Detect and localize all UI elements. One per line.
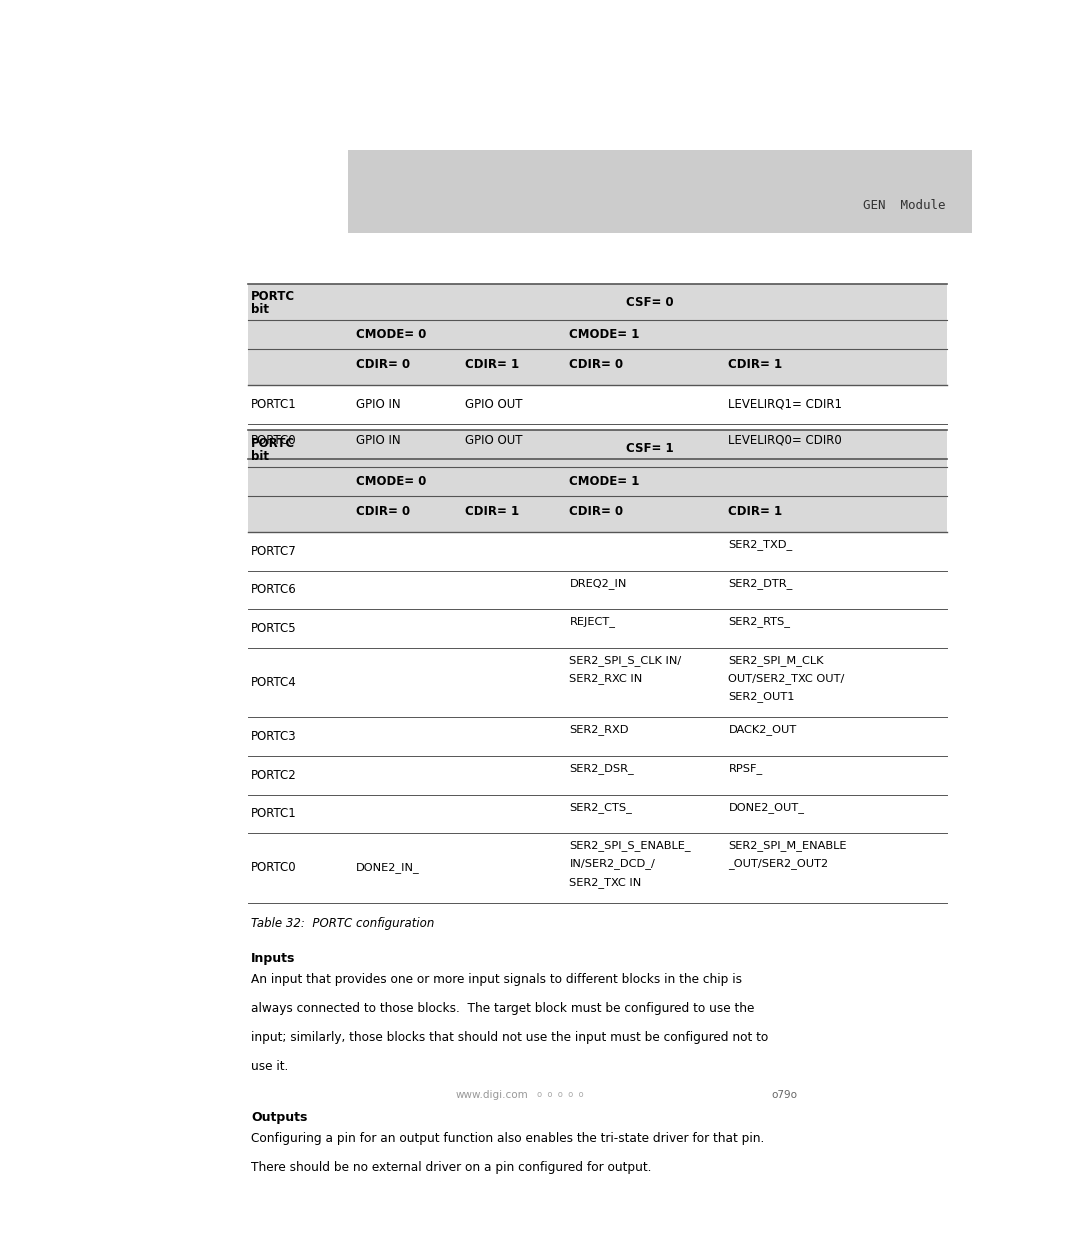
Text: DONE2_OUT_: DONE2_OUT_ bbox=[728, 801, 805, 813]
Text: SER2_DTR_: SER2_DTR_ bbox=[728, 578, 793, 588]
Text: RPSF_: RPSF_ bbox=[728, 762, 762, 774]
Text: LEVELIRQ1= CDIR1: LEVELIRQ1= CDIR1 bbox=[728, 398, 842, 411]
FancyBboxPatch shape bbox=[248, 430, 947, 532]
Text: o79o: o79o bbox=[771, 1090, 797, 1100]
Text: CDIR= 0: CDIR= 0 bbox=[569, 505, 623, 518]
Text: SER2_SPI_S_ENABLE_: SER2_SPI_S_ENABLE_ bbox=[569, 840, 691, 851]
Text: LEVELIRQ0= CDIR0: LEVELIRQ0= CDIR0 bbox=[728, 434, 842, 446]
Text: GPIO IN: GPIO IN bbox=[356, 398, 401, 411]
FancyBboxPatch shape bbox=[248, 283, 947, 385]
Text: SER2_SPI_M_ENABLE: SER2_SPI_M_ENABLE bbox=[728, 840, 847, 851]
Text: CDIR= 0: CDIR= 0 bbox=[356, 505, 410, 518]
Text: Table 32:  PORTC configuration: Table 32: PORTC configuration bbox=[252, 918, 435, 930]
Text: GPIO OUT: GPIO OUT bbox=[464, 398, 523, 411]
Text: SER2_TXC IN: SER2_TXC IN bbox=[569, 877, 642, 888]
Text: CMODE= 0: CMODE= 0 bbox=[356, 475, 427, 488]
Text: PORTC5: PORTC5 bbox=[252, 622, 297, 635]
Text: SER2_RXC IN: SER2_RXC IN bbox=[569, 673, 643, 685]
Text: There should be no external driver on a pin configured for output.: There should be no external driver on a … bbox=[252, 1161, 651, 1174]
Text: SER2_DSR_: SER2_DSR_ bbox=[569, 762, 634, 774]
Text: CMODE= 0: CMODE= 0 bbox=[356, 329, 427, 341]
Text: CDIR= 1: CDIR= 1 bbox=[728, 505, 783, 518]
Text: REJECT_: REJECT_ bbox=[569, 616, 616, 627]
Text: DACK2_OUT: DACK2_OUT bbox=[728, 725, 797, 735]
Text: PORTC0: PORTC0 bbox=[252, 861, 297, 874]
FancyBboxPatch shape bbox=[349, 150, 972, 232]
Text: SER2_CTS_: SER2_CTS_ bbox=[569, 801, 632, 813]
Text: input; similarly, those blocks that should not use the input must be configured : input; similarly, those blocks that shou… bbox=[252, 1031, 769, 1045]
Text: CDIR= 1: CDIR= 1 bbox=[728, 359, 783, 371]
Text: PORTC4: PORTC4 bbox=[252, 676, 297, 688]
Text: bit: bit bbox=[252, 303, 269, 316]
Text: PORTC1: PORTC1 bbox=[252, 808, 297, 820]
Text: PORTC: PORTC bbox=[252, 436, 296, 449]
Text: PORTC6: PORTC6 bbox=[252, 583, 297, 597]
Text: PORTC3: PORTC3 bbox=[252, 730, 297, 744]
Text: Inputs: Inputs bbox=[252, 952, 296, 966]
Text: GEN  Module: GEN Module bbox=[863, 199, 945, 212]
Text: DONE2_IN_: DONE2_IN_ bbox=[356, 863, 420, 873]
Text: SER2_TXD_: SER2_TXD_ bbox=[728, 539, 793, 551]
Text: CDIR= 0: CDIR= 0 bbox=[569, 359, 623, 371]
Text: SER2_RXD: SER2_RXD bbox=[569, 725, 629, 735]
Text: CMODE= 1: CMODE= 1 bbox=[569, 329, 639, 341]
Text: SER2_SPI_M_CLK: SER2_SPI_M_CLK bbox=[728, 655, 824, 666]
Text: An input that provides one or more input signals to different blocks in the chip: An input that provides one or more input… bbox=[252, 973, 742, 987]
Text: bit: bit bbox=[252, 450, 269, 463]
Text: DREQ2_IN: DREQ2_IN bbox=[569, 578, 626, 588]
Text: _OUT/SER2_OUT2: _OUT/SER2_OUT2 bbox=[728, 859, 828, 869]
Text: PORTC1: PORTC1 bbox=[252, 398, 297, 411]
Text: SER2_RTS_: SER2_RTS_ bbox=[728, 616, 791, 627]
Text: o  o  o  o  o: o o o o o bbox=[537, 1090, 583, 1100]
Text: use it.: use it. bbox=[252, 1061, 288, 1073]
Text: CSF= 1: CSF= 1 bbox=[626, 443, 674, 455]
Text: PORTC2: PORTC2 bbox=[252, 769, 297, 781]
Text: always connected to those blocks.  The target block must be configured to use th: always connected to those blocks. The ta… bbox=[252, 1002, 755, 1016]
Text: CDIR= 0: CDIR= 0 bbox=[356, 359, 410, 371]
Text: CSF= 0: CSF= 0 bbox=[626, 296, 674, 308]
Text: PORTC7: PORTC7 bbox=[252, 544, 297, 558]
Text: PORTC0: PORTC0 bbox=[252, 434, 297, 446]
Text: CDIR= 1: CDIR= 1 bbox=[464, 359, 518, 371]
Text: SER2_OUT1: SER2_OUT1 bbox=[728, 691, 795, 702]
Text: OUT/SER2_TXC OUT/: OUT/SER2_TXC OUT/ bbox=[728, 673, 845, 685]
Text: CMODE= 1: CMODE= 1 bbox=[569, 475, 639, 488]
Text: CDIR= 1: CDIR= 1 bbox=[464, 505, 518, 518]
Text: www.digi.com: www.digi.com bbox=[456, 1090, 528, 1100]
Text: IN/SER2_DCD_/: IN/SER2_DCD_/ bbox=[569, 859, 656, 869]
Text: Configuring a pin for an output function also enables the tri-state driver for t: Configuring a pin for an output function… bbox=[252, 1132, 765, 1145]
Text: GPIO OUT: GPIO OUT bbox=[464, 434, 523, 446]
Text: PORTC: PORTC bbox=[252, 290, 296, 302]
Text: Outputs: Outputs bbox=[252, 1111, 308, 1124]
Text: SER2_SPI_S_CLK IN/: SER2_SPI_S_CLK IN/ bbox=[569, 655, 681, 666]
Text: GPIO IN: GPIO IN bbox=[356, 434, 401, 446]
